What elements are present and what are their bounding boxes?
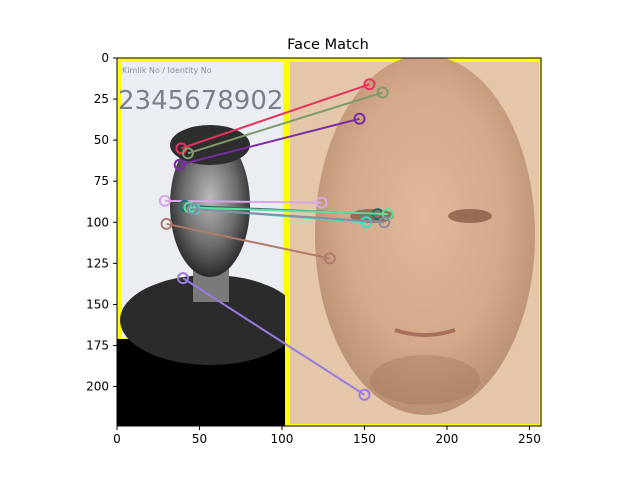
keypoint-match [173,112,366,171]
id-card-shoulders [120,275,300,365]
x-tick-label: 100 [271,432,294,446]
match-line [189,206,388,216]
x-axis: 0 50 100 150 200 250 [113,426,541,446]
face-closeup-beard [370,355,480,405]
match-line [166,222,331,260]
y-tick-label: 125 [86,256,109,270]
plot-area: 2345678902 Kimlik No / Identity No [117,58,541,426]
keypoint-match [158,194,328,209]
match-line [187,91,383,155]
id-card-hair [170,125,250,165]
match-point-source [160,217,173,230]
match-point-target [358,388,371,401]
id-card-number-text: 2345678902 [118,86,283,116]
face-closeup-mouth [394,328,456,337]
y-tick-label: 100 [86,215,109,229]
keypoint-match [186,203,391,229]
match-point-source [181,147,194,160]
id-card-face [170,133,250,277]
y-tick-label: 175 [86,339,109,353]
match-point-target [363,78,376,91]
y-axis: 0 25 50 75 100 125 150 175 200 [86,51,117,394]
x-tick-label: 200 [436,432,459,446]
x-tick-label: 150 [353,432,376,446]
match-point-source [176,272,189,285]
matches-layer [158,78,394,401]
face-closeup-face [315,58,535,415]
match-point-source [173,158,186,171]
y-tick-label: 50 [94,133,109,147]
match-point-target [378,216,391,229]
match-point-target [353,112,366,125]
keypoint-match [176,272,371,401]
match-point-source [158,194,171,207]
keypoint-match [160,217,336,265]
x-tick-label: 50 [192,432,207,446]
match-line [179,117,360,166]
match-point-target [376,86,389,99]
chart-title: Face Match [287,37,369,53]
y-tick-label: 200 [86,380,109,394]
y-tick-label: 150 [86,297,109,311]
match-point-target [315,196,328,209]
match-line [164,199,322,204]
match-point-source [186,203,199,216]
keypoint-match [181,86,389,160]
y-tick-label: 0 [101,51,109,65]
face-closeup [285,58,541,426]
match-point-target [323,252,336,265]
id-card-label-text: Kimlik No / Identity No [122,66,212,75]
y-tick-label: 75 [94,174,109,188]
axes-frame [116,57,542,427]
match-line [181,83,370,150]
x-tick-label: 0 [113,432,121,446]
y-tick-label: 25 [94,92,109,106]
x-tick-label: 250 [518,432,541,446]
match-line [182,277,366,396]
match-line [192,208,385,224]
face-closeup-right-eye [448,209,492,223]
id-card-photo: 2345678902 Kimlik No / Identity No [117,58,300,426]
